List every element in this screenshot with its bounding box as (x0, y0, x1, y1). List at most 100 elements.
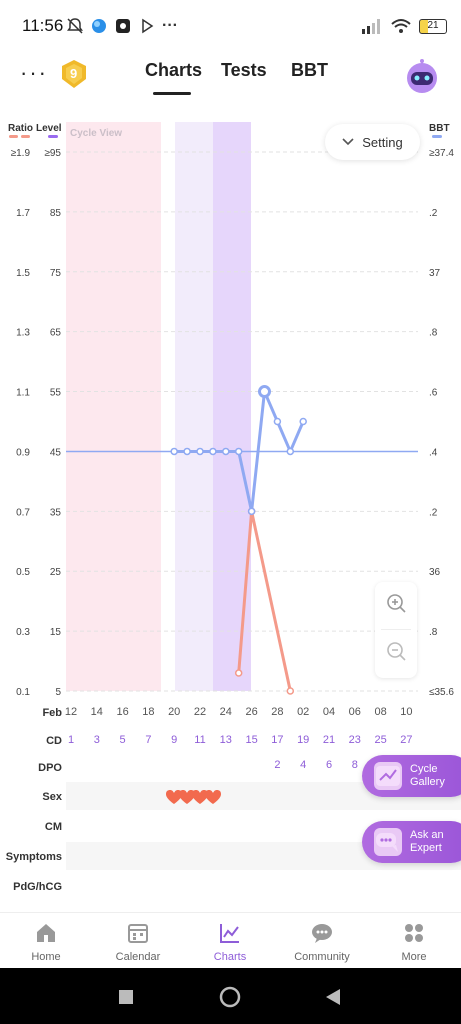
fertile-band (175, 122, 213, 691)
bbt-point (170, 447, 178, 456)
nav-more[interactable]: More (374, 921, 454, 963)
cycle-day-label: 1 (67, 734, 75, 746)
bbt-point (222, 447, 230, 456)
tab-bbt[interactable]: BBT (291, 60, 328, 80)
ratio-tick: 1.7 (16, 208, 30, 219)
date-label: 08 (374, 706, 387, 718)
home-icon (37, 924, 55, 942)
ratio-tick: 0.9 (16, 447, 30, 458)
cycle-day-label: 21 (322, 734, 336, 746)
row-label-feb: Feb (42, 707, 62, 719)
bbt-tick: .8 (429, 627, 438, 638)
heart-icon (166, 790, 183, 804)
home-system-icon[interactable] (219, 986, 241, 1008)
date-label: 02 (297, 706, 310, 718)
cycle-day-label: 17 (271, 734, 284, 746)
cycle-day-label: 25 (374, 734, 387, 746)
recents-icon[interactable] (119, 990, 133, 1004)
cycle-day-label: 27 (400, 734, 413, 746)
system-nav-bar (0, 968, 461, 1024)
zoom-in-icon[interactable] (385, 592, 407, 614)
dpo-label: 4 (300, 759, 307, 771)
bottom-nav: Home Calendar Charts Community More (0, 912, 461, 968)
menu-button[interactable]: ··· (20, 60, 48, 85)
bbt-tick: .6 (429, 388, 438, 399)
ratio-tick: 1.1 (16, 388, 30, 399)
level-tick: 55 (50, 388, 62, 399)
tab-tests[interactable]: Tests (221, 60, 267, 80)
bbt-axis-label: BBT (429, 123, 450, 134)
cycle-day-label: 11 (194, 734, 206, 746)
cycle-day-label: 7 (145, 734, 152, 746)
assistant-bot-icon[interactable] (402, 56, 442, 96)
bbt-legend-swatch (432, 135, 442, 138)
bbt-point (234, 447, 243, 456)
bbt-point (299, 417, 307, 426)
ratio-axis-label: Ratio (8, 123, 33, 134)
setting-label: Setting (362, 134, 403, 150)
play-store-icon (142, 18, 154, 34)
bbt-chart: Ratio Level BBT Cycle View ≥1.9 ≥95 ≥37.4 1.7 85… (8, 122, 454, 698)
heart-icon (179, 790, 196, 804)
ratio-tick: ≥1.9 (11, 148, 31, 159)
date-label: 10 (400, 706, 413, 718)
tab-charts[interactable]: Charts (145, 60, 203, 80)
ratio-tick: 1.5 (16, 268, 30, 279)
app-badge-icon (116, 19, 130, 33)
date-label: 12 (64, 706, 78, 718)
status-bar: 11:56 ··· 21 (0, 0, 461, 50)
medal-level: 9 (70, 66, 78, 81)
nav-home[interactable]: Home (6, 921, 86, 963)
bbt-tick: .2 (429, 208, 438, 219)
setting-button[interactable]: Setting (325, 124, 420, 160)
cycle-day-label: 13 (219, 734, 232, 746)
row-label-dpo: DPO (38, 762, 62, 774)
bbt-point (196, 447, 204, 456)
dpo-label: 8 (351, 759, 358, 771)
community-icon (312, 924, 332, 943)
row-label-sex: Sex (42, 791, 62, 803)
calendar-icon (128, 924, 148, 943)
ratio-point (234, 669, 243, 677)
row-label-pdg: PdG/hCG (13, 881, 62, 893)
more-status-dots: ··· (162, 17, 178, 34)
level-tick: 45 (50, 447, 62, 458)
nav-calendar[interactable]: Calendar (98, 921, 178, 963)
bbt-tick: 36 (429, 567, 441, 578)
bbt-tick: 37 (429, 268, 441, 279)
ask-expert-label: Ask an Expert (410, 829, 444, 854)
chevron-down-icon (342, 138, 354, 146)
cycle-gallery-button[interactable]: Cycle Gallery (362, 755, 461, 797)
period-band (66, 122, 161, 691)
ratio-tick: 0.3 (16, 627, 30, 638)
date-label: 16 (116, 706, 129, 718)
notifications-off-icon (67, 18, 83, 34)
ask-expert-button[interactable]: Ask an Expert (362, 821, 461, 863)
bbt-point (258, 385, 271, 399)
cycle-view-label: Cycle View (70, 128, 122, 139)
active-tab-indicator (153, 92, 191, 95)
zoom-out-icon[interactable] (385, 640, 407, 662)
ratio-tick: 0.1 (16, 687, 30, 698)
wifi-icon (391, 19, 411, 33)
app-header: ··· 9 Charts Tests BBT (0, 50, 461, 100)
level-tick: 25 (50, 567, 62, 578)
back-icon[interactable] (326, 989, 340, 1005)
ratio-tick: 0.7 (16, 507, 30, 518)
date-label: 22 (193, 706, 207, 718)
ratio-tick: 1.3 (16, 328, 30, 339)
cycle-gallery-label: Cycle Gallery (410, 763, 445, 788)
ratio-tick: 0.5 (16, 567, 30, 578)
battery-indicator: 21 (419, 18, 447, 34)
ratio-legend-swatch (9, 135, 18, 138)
level-axis-label: Level (36, 123, 62, 134)
date-label: 24 (219, 706, 232, 718)
level-tick: 35 (50, 507, 62, 518)
nav-community[interactable]: Community (282, 921, 362, 963)
ratio-point (286, 687, 295, 695)
bbt-tick: .8 (429, 328, 438, 339)
more-icon (405, 924, 423, 942)
level-medal-icon[interactable] (60, 59, 88, 89)
nav-charts[interactable]: Charts (190, 921, 270, 963)
row-label-symptoms: Symptoms (5, 851, 62, 863)
